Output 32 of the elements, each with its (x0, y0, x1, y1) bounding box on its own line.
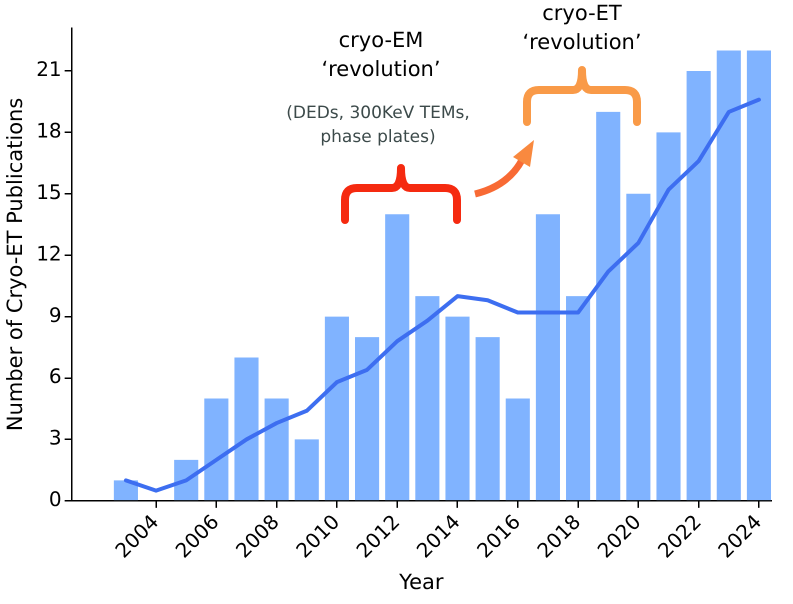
bar (536, 214, 560, 500)
bar (324, 316, 349, 500)
bar (204, 398, 228, 500)
bar (445, 316, 470, 500)
annotation: cryo-EM ‘revolution’ (321, 27, 441, 84)
bar (656, 132, 681, 500)
y-tick-label: 18 (36, 118, 62, 143)
y-axis-title: Number of Cryo-ET Publications (3, 98, 28, 432)
bar (566, 296, 590, 500)
y-tick-label: 12 (36, 241, 62, 266)
y-tick-label: 3 (48, 426, 62, 450)
y-tick-label: 6 (48, 364, 62, 388)
bar (355, 337, 380, 500)
bar (596, 112, 620, 500)
y-tick-label: 15 (36, 180, 62, 204)
bar (476, 337, 500, 500)
bar (234, 358, 259, 500)
bar (686, 70, 711, 500)
annotation: cryo-ET ‘revolution’ (522, 0, 642, 56)
annotation: (DEDs, 300KeV TEMs, phase plates) (286, 102, 470, 149)
bar (264, 398, 289, 500)
bar (415, 296, 440, 500)
bar (506, 398, 530, 500)
y-tick-label: 0 (48, 487, 62, 512)
bar (626, 194, 650, 500)
y-tick-label: 9 (48, 302, 62, 327)
bar (385, 214, 410, 500)
x-axis-title: Year (398, 570, 444, 594)
bar (716, 50, 741, 500)
y-tick-label: 21 (36, 57, 62, 82)
bar (294, 439, 319, 500)
bar (746, 50, 771, 500)
